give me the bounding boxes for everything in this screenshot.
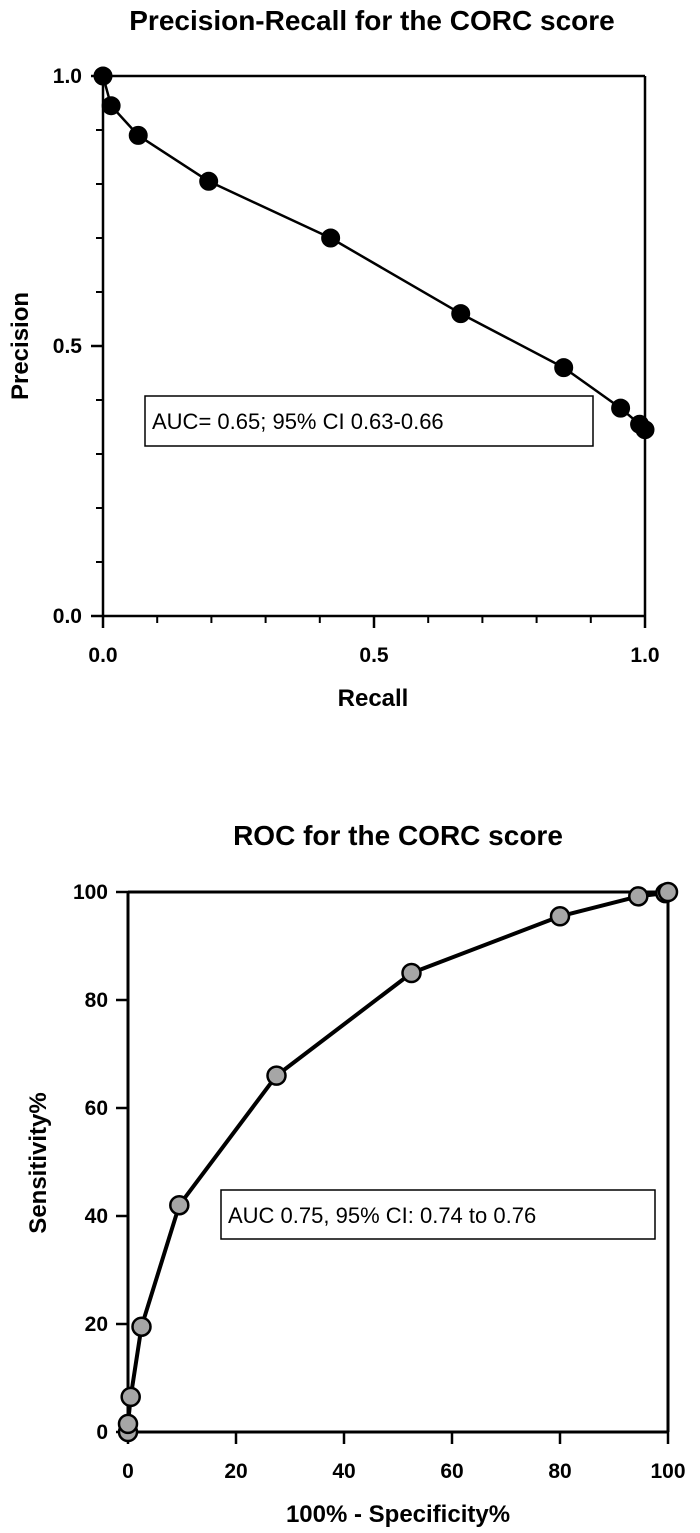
data-point (628, 886, 649, 907)
x-tick-label: 0 (122, 1460, 134, 1483)
x-tick-label: 60 (440, 1460, 463, 1483)
x-tick-label: 100 (650, 1460, 685, 1483)
y-tick-label: 40 (85, 1205, 108, 1228)
y-tick-label: 0.5 (53, 335, 83, 358)
data-point (117, 1413, 139, 1435)
auc-annotation: AUC= 0.65; 95% CI 0.63-0.66 (144, 395, 594, 447)
data-point (93, 66, 113, 86)
axis-ticks (116, 890, 670, 1444)
x-tick-label: 80 (548, 1460, 571, 1483)
series-group (93, 66, 655, 440)
auc-annotation: AUC 0.75, 95% CI: 0.74 to 0.76 (220, 1189, 656, 1240)
data-point (131, 1316, 152, 1337)
y-tick-label: 0.0 (53, 605, 82, 628)
data-point (635, 420, 655, 440)
y-tick-label: 0 (96, 1421, 108, 1444)
annotation-box (220, 1189, 656, 1240)
y-tick-label: 20 (85, 1313, 108, 1336)
x-axis-label: Recall (338, 685, 409, 712)
annotation-text: AUC= 0.65; 95% CI 0.63-0.66 (152, 409, 444, 434)
chart-title: ROC for the CORC score (233, 820, 563, 851)
precision-recall-chart: Precision-Recall for the CORC score Reca… (7, 5, 660, 712)
y-axis-label: Precision (7, 292, 34, 400)
data-point (549, 906, 571, 927)
y-tick-label: 60 (85, 1097, 108, 1120)
series-line (126, 890, 669, 1432)
data-point (120, 1386, 141, 1408)
data-point (101, 96, 121, 116)
plot-frame (126, 890, 670, 1434)
data-point (451, 304, 471, 324)
data-point (128, 125, 148, 145)
annotation-text: AUC 0.75, 95% CI: 0.74 to 0.76 (228, 1203, 536, 1228)
series-group (117, 881, 679, 1443)
data-point (199, 171, 219, 191)
x-tick-label: 0.5 (359, 644, 389, 667)
roc-chart: ROC for the CORC score 100% - Specificit… (25, 820, 686, 1528)
data-point (169, 1194, 190, 1216)
x-tick-label: 0.0 (88, 644, 117, 667)
x-tick-label: 20 (224, 1460, 247, 1483)
data-point (321, 228, 341, 248)
data-point (266, 1065, 287, 1086)
data-point (611, 398, 631, 418)
y-tick-label: 80 (85, 989, 108, 1012)
y-tick-label: 1.0 (53, 65, 82, 88)
x-tick-label: 40 (332, 1460, 355, 1483)
x-axis-label: 100% - Specificity% (286, 1501, 510, 1528)
data-point (657, 881, 679, 903)
data-point (401, 962, 422, 984)
series-line (101, 75, 646, 431)
y-axis-label: Sensitivity% (25, 1092, 52, 1233)
data-point (554, 358, 574, 378)
annotation-box (144, 395, 594, 447)
y-tick-label: 100 (73, 881, 108, 904)
chart-title: Precision-Recall for the CORC score (129, 5, 614, 36)
plot-frame (101, 74, 647, 618)
x-tick-label: 1.0 (630, 644, 659, 667)
